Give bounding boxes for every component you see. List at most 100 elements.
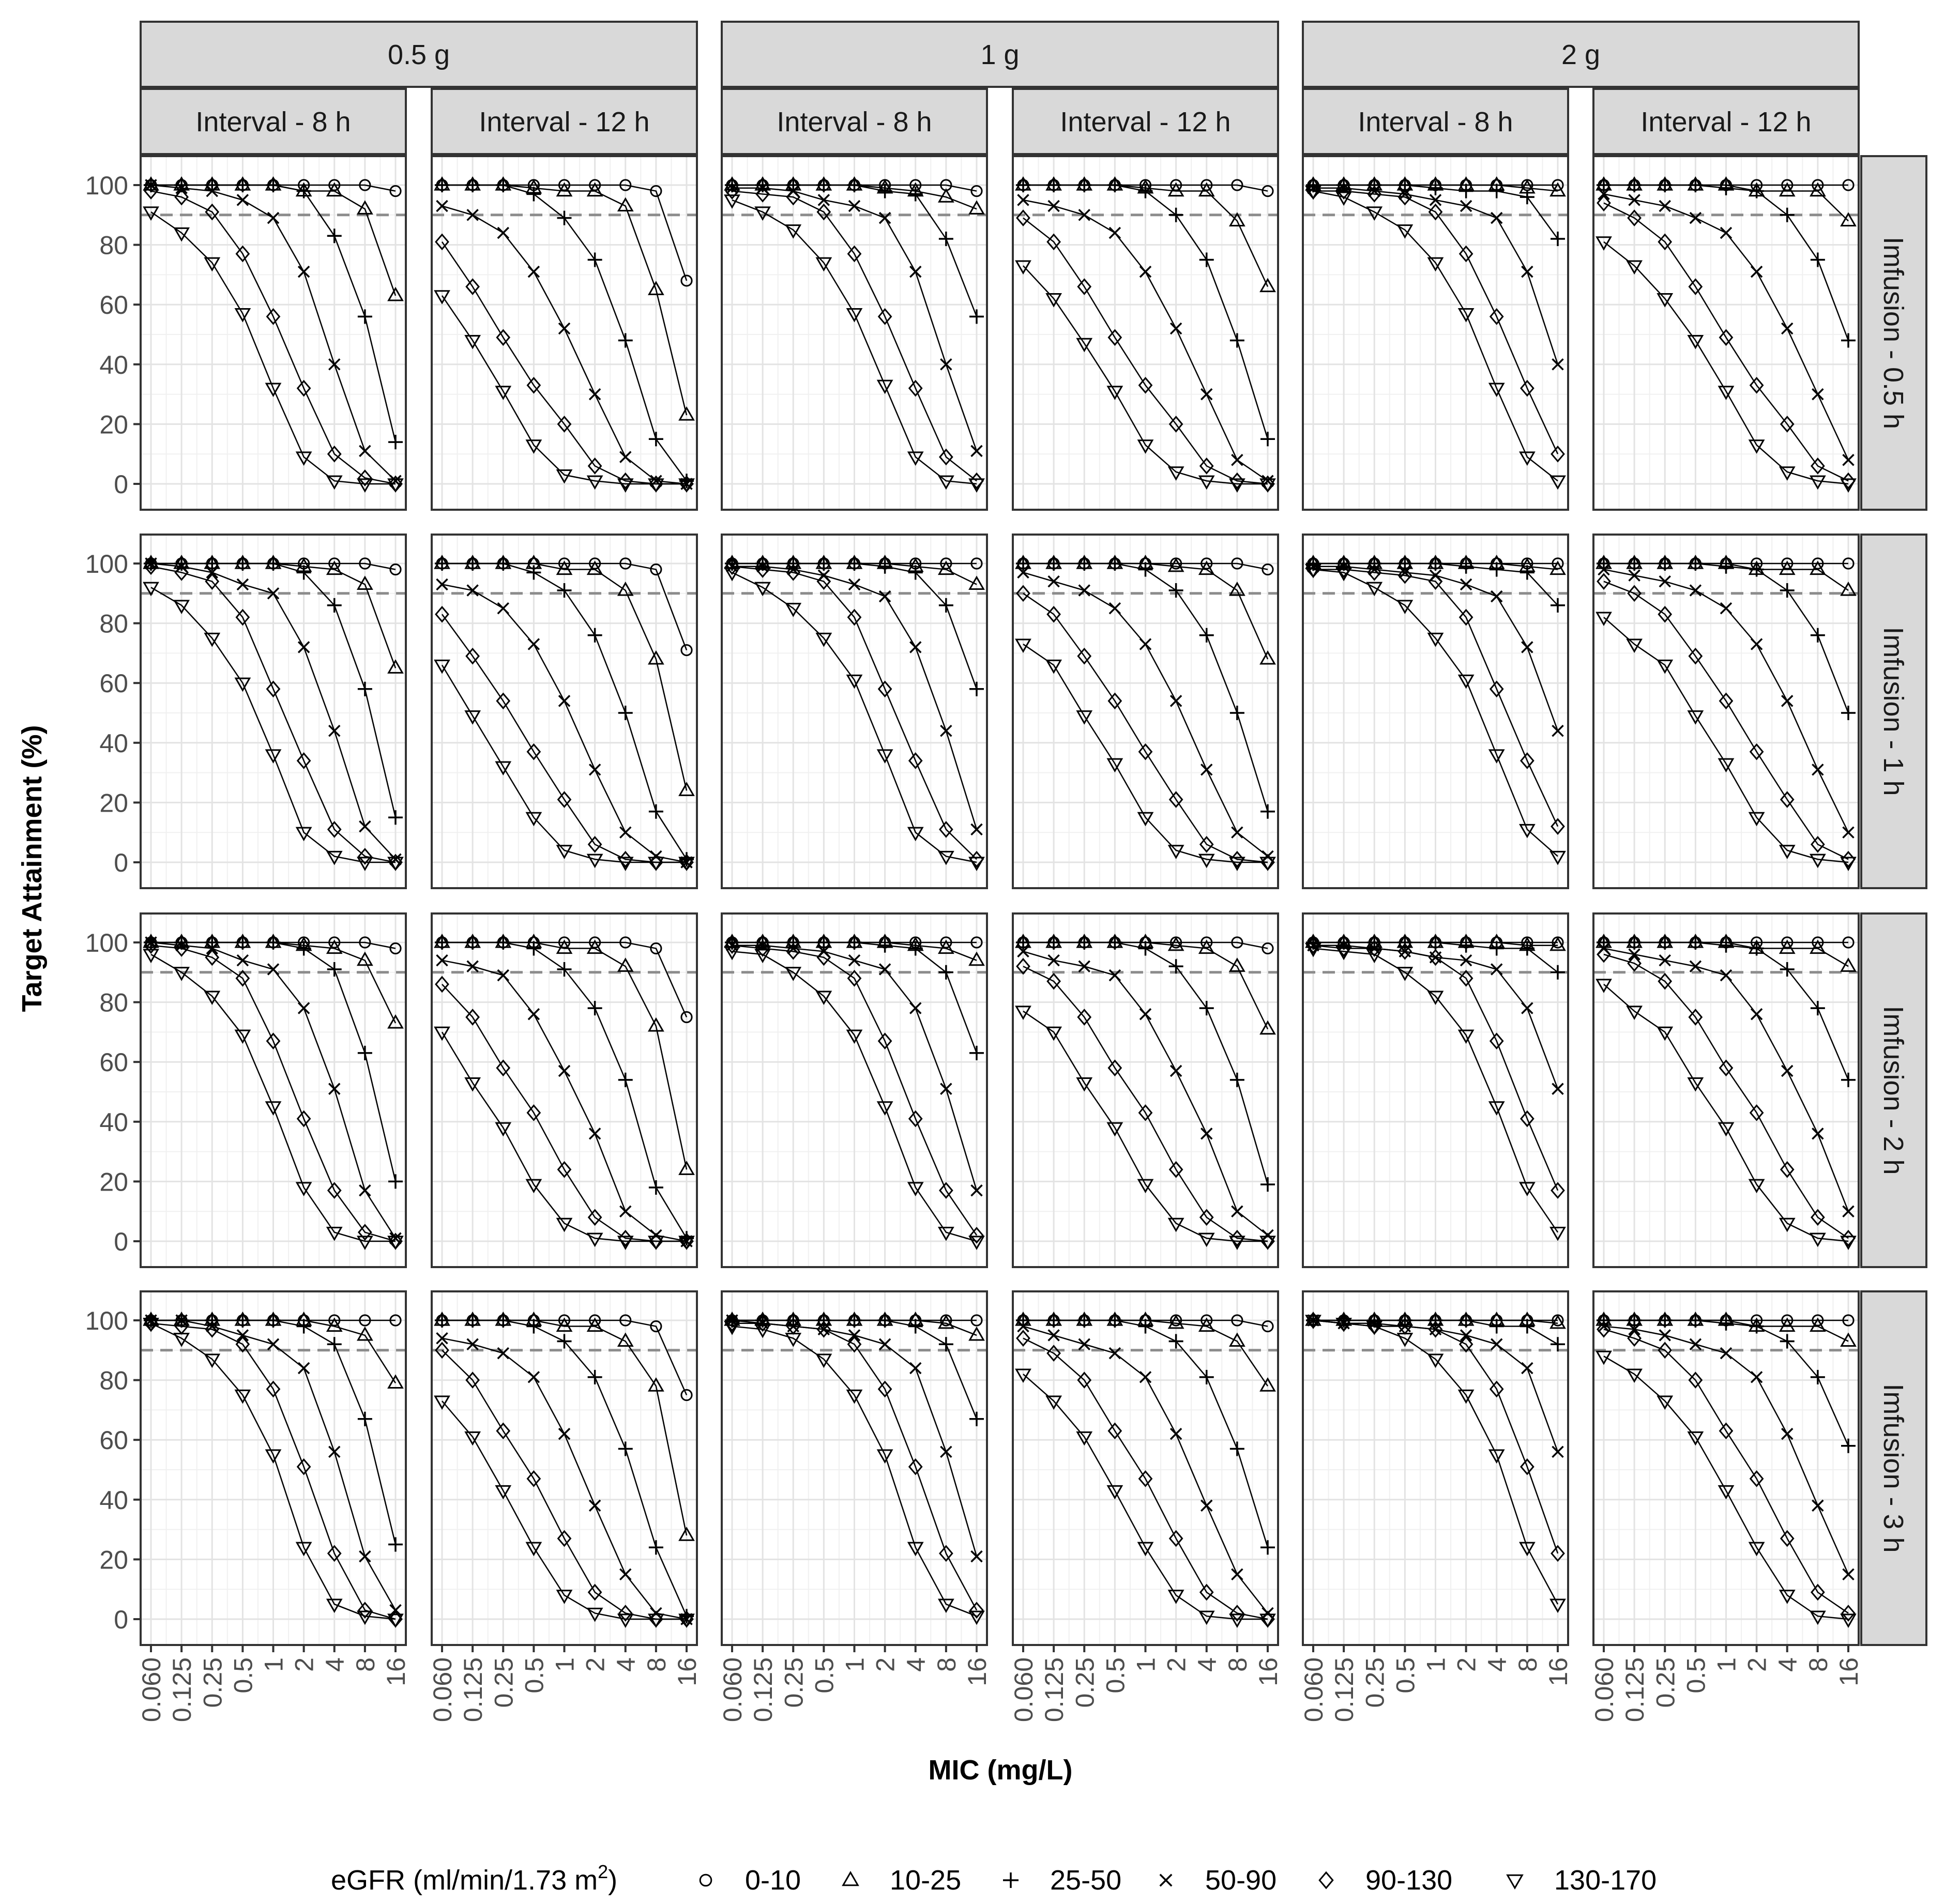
data-point xyxy=(1198,560,1215,575)
data-point xyxy=(328,724,341,737)
data-point xyxy=(940,557,952,570)
data-point xyxy=(1199,252,1214,267)
series-line xyxy=(442,1349,687,1620)
data-point xyxy=(1015,1006,1031,1020)
data-point xyxy=(1779,182,1796,197)
data-point xyxy=(1658,233,1673,251)
data-point xyxy=(1518,1542,1536,1557)
data-point xyxy=(678,782,695,796)
data-point xyxy=(266,935,281,950)
data-point xyxy=(1719,692,1734,710)
data-point xyxy=(1519,941,1534,956)
data-point xyxy=(647,857,664,872)
series-25-50 xyxy=(1016,556,1275,819)
data-point xyxy=(328,557,341,570)
data-point xyxy=(1627,585,1642,602)
data-point xyxy=(1335,946,1353,961)
data-point xyxy=(265,749,282,764)
series-130-170 xyxy=(1015,260,1276,493)
data-point xyxy=(1811,1209,1825,1226)
data-point xyxy=(1840,212,1857,226)
data-point xyxy=(435,1313,449,1328)
data-point xyxy=(1228,1613,1245,1628)
data-point xyxy=(1489,562,1504,577)
data-point xyxy=(937,939,954,954)
data-point xyxy=(618,706,633,720)
data-point xyxy=(969,681,984,696)
data-point xyxy=(1168,583,1183,598)
data-point xyxy=(1366,206,1383,221)
facet-panel xyxy=(1302,534,1569,889)
data-point xyxy=(1842,1314,1855,1327)
data-point xyxy=(937,188,954,203)
infusion-strip xyxy=(1860,155,1927,511)
data-point xyxy=(937,475,954,490)
data-point xyxy=(786,564,801,581)
series-line xyxy=(1313,190,1559,454)
data-point xyxy=(938,598,953,613)
data-point xyxy=(678,1161,695,1175)
data-point xyxy=(586,182,603,197)
legend-label: 0-10 xyxy=(745,1865,801,1896)
data-point xyxy=(526,1104,541,1121)
data-point xyxy=(1780,1530,1795,1547)
data-point xyxy=(848,954,861,967)
data-point xyxy=(387,286,404,301)
data-point xyxy=(358,1224,372,1241)
data-point xyxy=(937,1314,954,1329)
data-point xyxy=(724,1320,740,1335)
data-point xyxy=(586,475,603,490)
data-point xyxy=(785,603,802,617)
panel-border xyxy=(431,912,698,1268)
data-point xyxy=(1199,628,1214,643)
series-25-50 xyxy=(144,935,403,1189)
data-point xyxy=(1626,260,1643,275)
data-point xyxy=(235,935,250,950)
data-point xyxy=(1137,1542,1154,1557)
data-point xyxy=(1748,439,1765,454)
data-point xyxy=(587,1583,602,1601)
data-point xyxy=(619,1314,632,1327)
data-point xyxy=(755,935,770,950)
series-line xyxy=(1603,953,1849,1239)
facet-panel xyxy=(1592,534,1860,889)
data-point xyxy=(968,857,985,872)
data-point xyxy=(587,252,602,267)
data-point xyxy=(1521,641,1533,653)
facet-panel xyxy=(721,534,988,889)
data-point xyxy=(1552,557,1564,570)
data-point xyxy=(387,1014,404,1029)
y-tick-label: 40 xyxy=(99,1486,128,1515)
data-point xyxy=(755,561,770,578)
series-50-90 xyxy=(726,182,983,458)
data-point xyxy=(1262,185,1274,197)
data-point xyxy=(387,1613,404,1628)
x-tick-label: 16 xyxy=(673,1657,702,1686)
series-line xyxy=(441,241,687,485)
data-point xyxy=(327,229,342,243)
data-point xyxy=(1305,1315,1321,1330)
data-point xyxy=(266,1032,281,1050)
x-tick-label: 0.25 xyxy=(1360,1657,1389,1708)
interval-strip xyxy=(431,88,698,155)
series-25-50 xyxy=(725,178,984,324)
data-point xyxy=(815,632,832,647)
data-point xyxy=(1519,565,1534,580)
series-90-130 xyxy=(1306,937,1565,1199)
data-point xyxy=(1551,1545,1565,1562)
data-point xyxy=(754,582,771,597)
data-point xyxy=(435,233,449,251)
data-point xyxy=(1260,1177,1275,1192)
data-point xyxy=(1198,1610,1215,1625)
data-point xyxy=(558,695,571,707)
data-point xyxy=(968,1610,985,1625)
series-line xyxy=(1313,190,1558,482)
data-point xyxy=(587,836,602,853)
data-point xyxy=(557,416,572,433)
data-point xyxy=(1138,184,1153,199)
data-point xyxy=(1107,329,1122,346)
data-point xyxy=(1491,963,1503,976)
data-point xyxy=(724,946,740,961)
data-point xyxy=(434,290,450,304)
data-point xyxy=(173,600,190,614)
